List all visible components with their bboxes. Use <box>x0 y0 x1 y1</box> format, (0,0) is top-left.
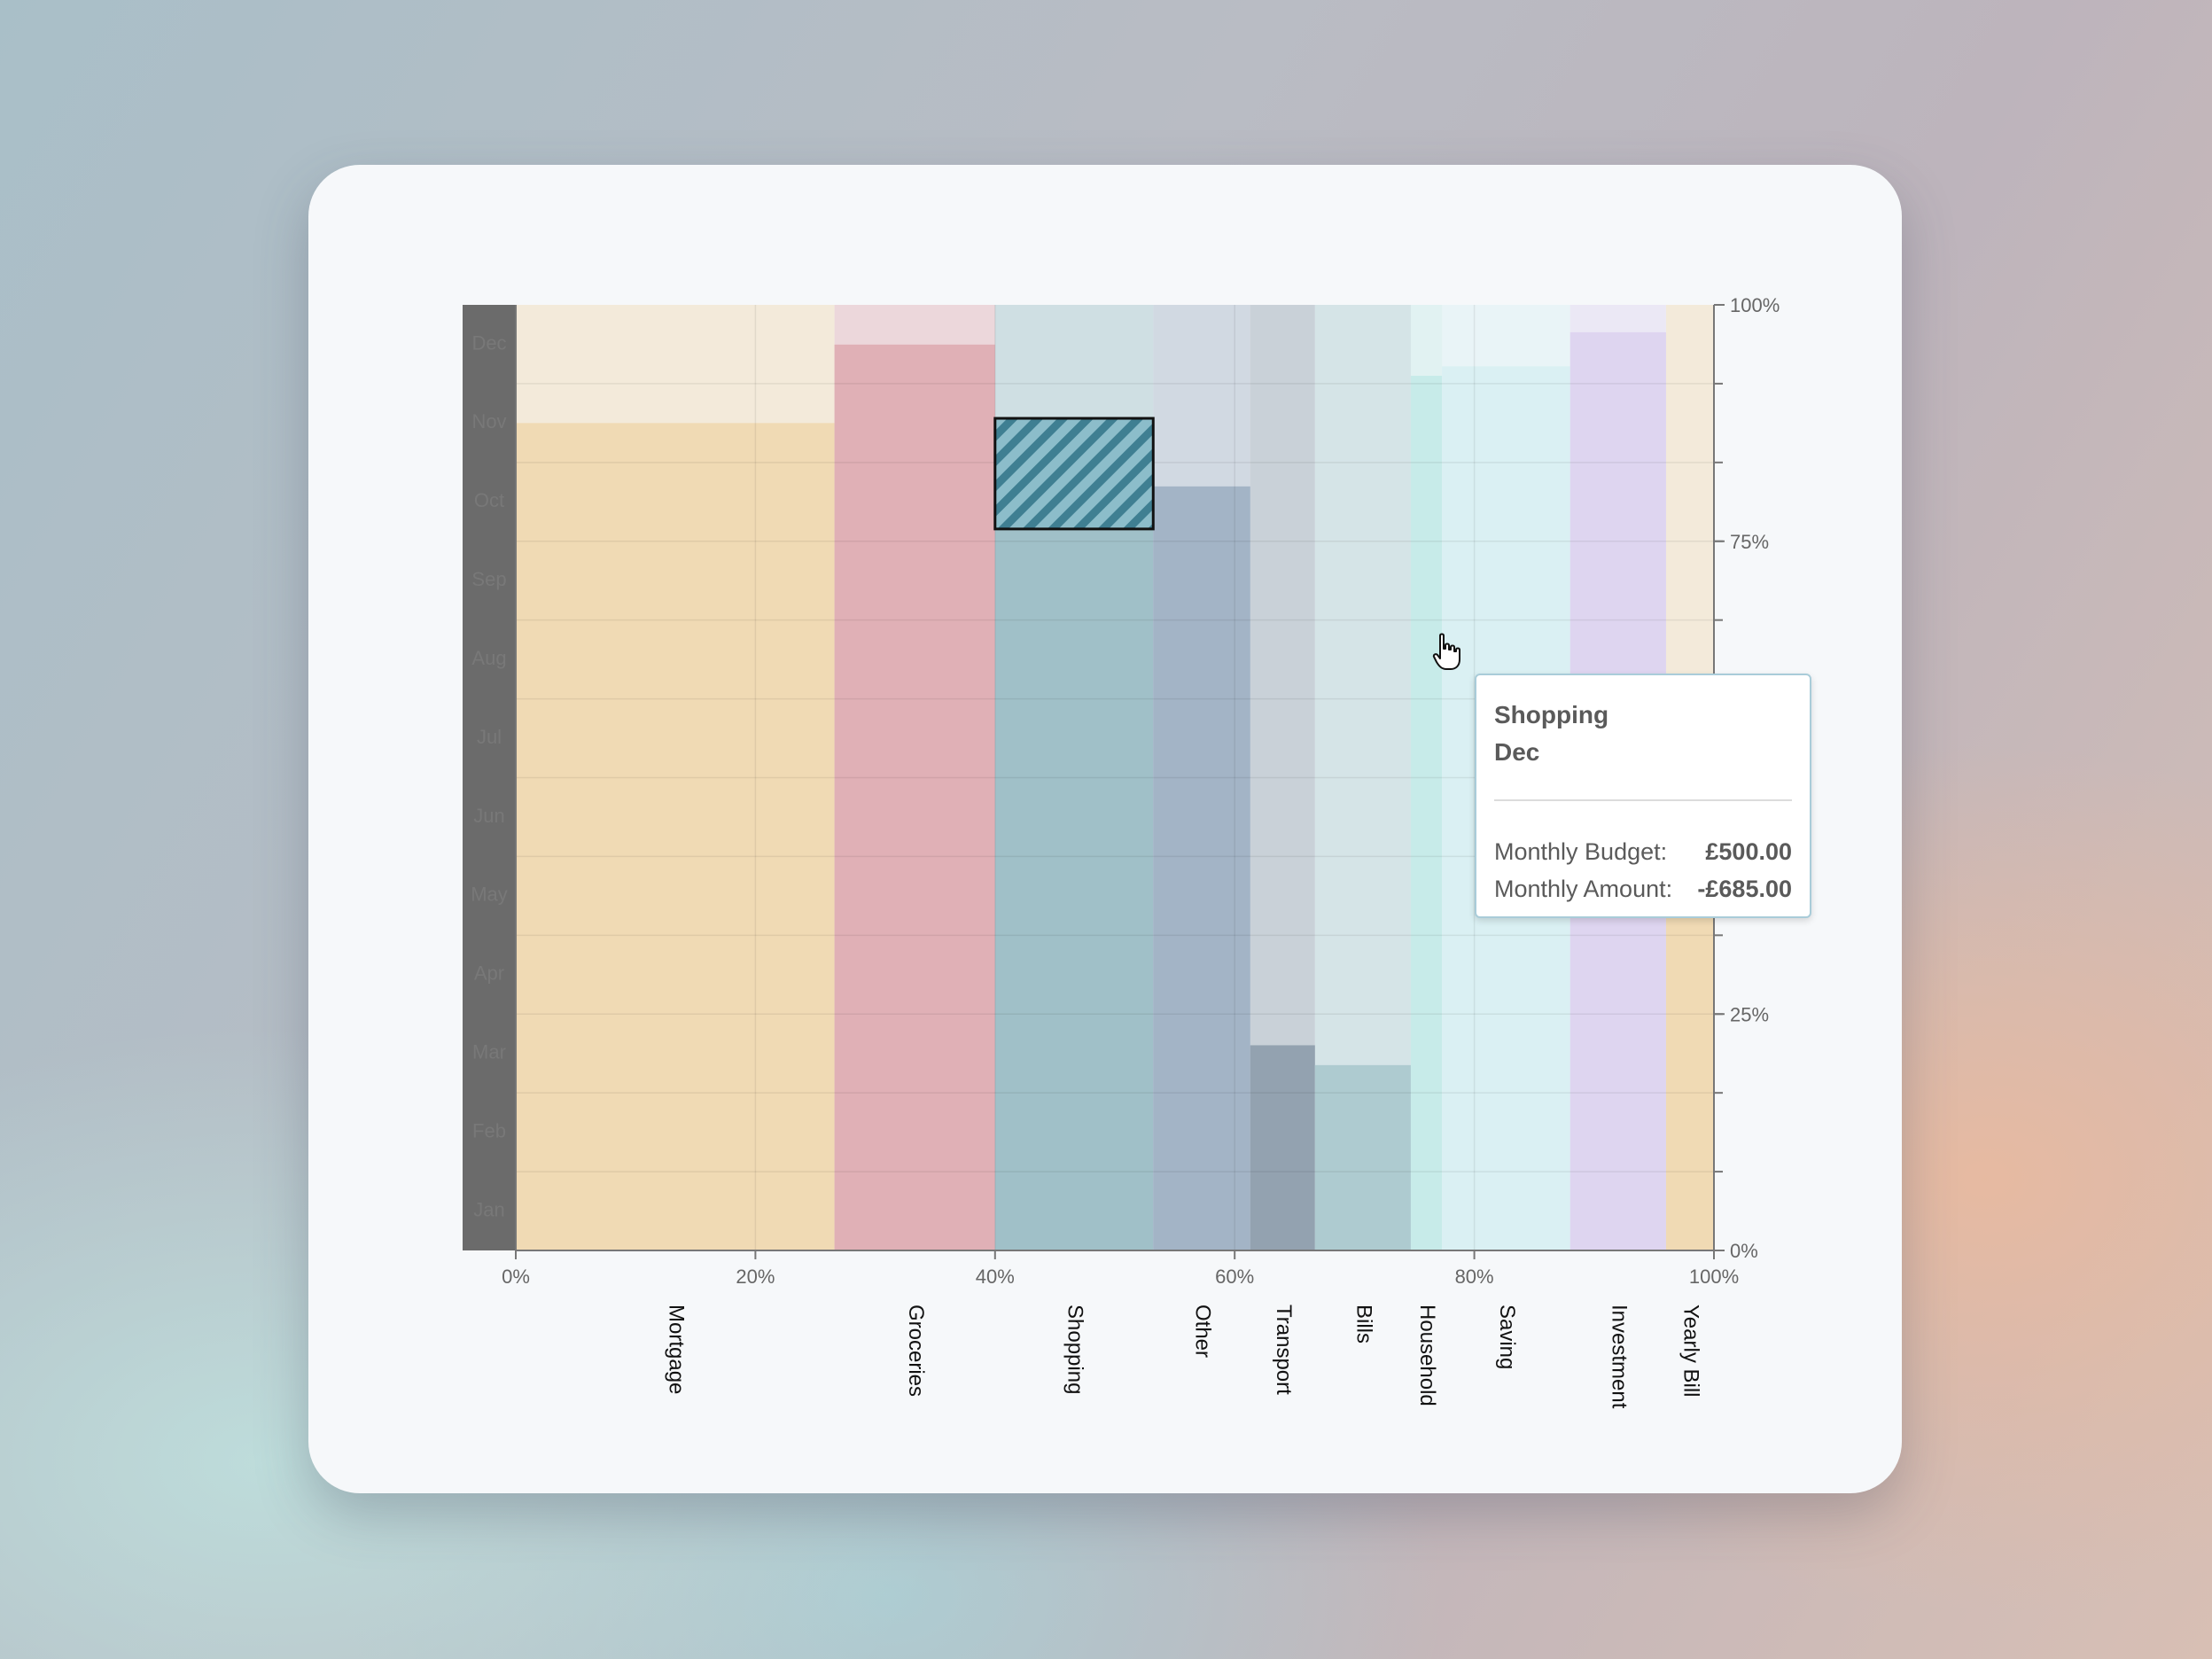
y-tick-label: 0% <box>1730 1240 1758 1262</box>
category-label-shopping: Shopping <box>1063 1305 1087 1394</box>
month-label-jul: Jul <box>477 726 502 748</box>
bar-shopping[interactable] <box>994 486 1154 1250</box>
x-tick-label: 0% <box>502 1266 530 1288</box>
month-label-oct: Oct <box>474 489 504 511</box>
tooltip-category: Shopping <box>1494 701 1609 728</box>
x-tick-label: 40% <box>976 1266 1015 1288</box>
tooltip-row-amount: Monthly Amount: -£685.00 <box>1494 870 1792 907</box>
chart-tooltip: Shopping Dec Monthly Budget: £500.00 Mon… <box>1475 674 1811 918</box>
highlight-cell-shopping-dec[interactable] <box>993 417 1155 531</box>
bar-transport[interactable] <box>1250 1045 1315 1250</box>
bar-groceries[interactable] <box>834 344 995 1251</box>
tooltip-amount-label: Monthly Amount: <box>1494 876 1673 902</box>
month-label-jan: Jan <box>473 1198 504 1220</box>
bar-yearly-bill[interactable] <box>1665 884 1714 1250</box>
category-label-bills: Bills <box>1352 1305 1376 1344</box>
bar-bills[interactable] <box>1314 1064 1411 1250</box>
month-label-apr: Apr <box>474 962 504 985</box>
category-label-other: Other <box>1191 1305 1215 1358</box>
marimekko-chart: Jan Feb Mar Apr May Jun Jul Aug Sep Oct Nov Dec 0% 2… <box>463 294 1780 1409</box>
tooltip-budget-value: £500.00 <box>1705 838 1792 865</box>
category-label-investment: Investment <box>1607 1305 1631 1409</box>
month-label-nov: Nov <box>471 410 506 432</box>
tooltip-budget-label: Monthly Budget: <box>1494 838 1668 865</box>
category-label-mortgage: Mortgage <box>664 1305 688 1394</box>
category-label-groceries: Groceries <box>904 1305 928 1397</box>
month-label-may: May <box>471 884 508 906</box>
category-label-yearly-bill: Yearly Bill <box>1679 1305 1703 1398</box>
x-tick-label: 100% <box>1689 1266 1739 1288</box>
y-tick-label: 75% <box>1730 531 1769 553</box>
bar-other[interactable] <box>1153 486 1250 1250</box>
x-tick-label: 80% <box>1455 1266 1494 1288</box>
tooltip-month: Dec <box>1494 738 1540 766</box>
month-label-jun: Jun <box>473 805 504 827</box>
bar-mortgage[interactable] <box>516 423 835 1250</box>
y-tick-label: 25% <box>1730 1003 1769 1025</box>
category-label-transport: Transport <box>1272 1305 1296 1395</box>
tooltip-amount-value: -£685.00 <box>1697 876 1792 902</box>
chart-card: Jan Feb Mar Apr May Jun Jul Aug Sep Oct Nov Dec 0% 2… <box>308 165 1902 1493</box>
month-axis-band <box>463 305 516 1250</box>
category-label-household: Household <box>1415 1305 1439 1406</box>
category-label-saving: Saving <box>1495 1305 1519 1369</box>
x-tick-label: 20% <box>736 1266 775 1288</box>
month-label-sep: Sep <box>471 568 506 590</box>
month-label-mar: Mar <box>472 1041 506 1063</box>
month-label-aug: Aug <box>471 647 506 669</box>
month-label-feb: Feb <box>472 1119 506 1141</box>
tooltip-divider <box>1494 799 1792 801</box>
tooltip-row-budget: Monthly Budget: £500.00 <box>1494 833 1792 870</box>
y-tick-label: 100% <box>1730 294 1780 316</box>
bar-household[interactable] <box>1410 376 1443 1250</box>
month-label-dec: Dec <box>471 331 506 354</box>
x-tick-label: 60% <box>1215 1266 1254 1288</box>
pointer-hand-icon <box>1432 633 1460 670</box>
